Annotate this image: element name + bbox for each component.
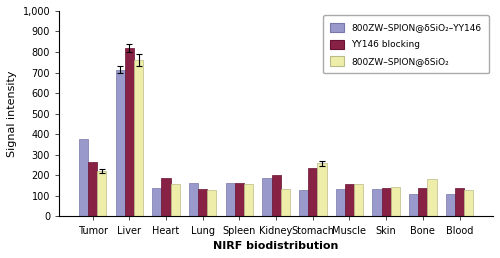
Bar [124,48,134,216]
Bar [170,184,180,216]
Bar [446,194,455,216]
Y-axis label: Signal intensity: Signal intensity [7,70,17,157]
Bar [116,69,124,216]
Bar [318,164,326,216]
Bar [280,189,290,216]
Bar [134,60,143,216]
Bar [272,175,280,216]
Bar [162,179,170,216]
Bar [208,190,216,216]
Bar [262,179,272,216]
X-axis label: NIRF biodistribution: NIRF biodistribution [214,241,339,251]
Bar [189,183,198,216]
Bar [428,180,436,216]
Bar [391,187,400,216]
Bar [226,183,235,216]
Bar [308,168,318,216]
Bar [382,188,391,216]
Bar [198,189,207,216]
Bar [88,162,97,216]
Bar [409,194,418,216]
Legend: 800ZW–SPION@δSiO₂–YY146, YY146 blocking, 800ZW–SPION@δSiO₂: 800ZW–SPION@δSiO₂–YY146, YY146 blocking,… [323,15,488,73]
Bar [372,189,382,216]
Bar [244,184,253,216]
Bar [455,188,464,216]
Bar [345,184,354,216]
Bar [299,190,308,216]
Bar [418,188,428,216]
Bar [97,171,106,216]
Bar [235,183,244,216]
Bar [152,188,162,216]
Bar [464,190,473,216]
Bar [354,184,364,216]
Bar [79,139,88,216]
Bar [336,189,345,216]
